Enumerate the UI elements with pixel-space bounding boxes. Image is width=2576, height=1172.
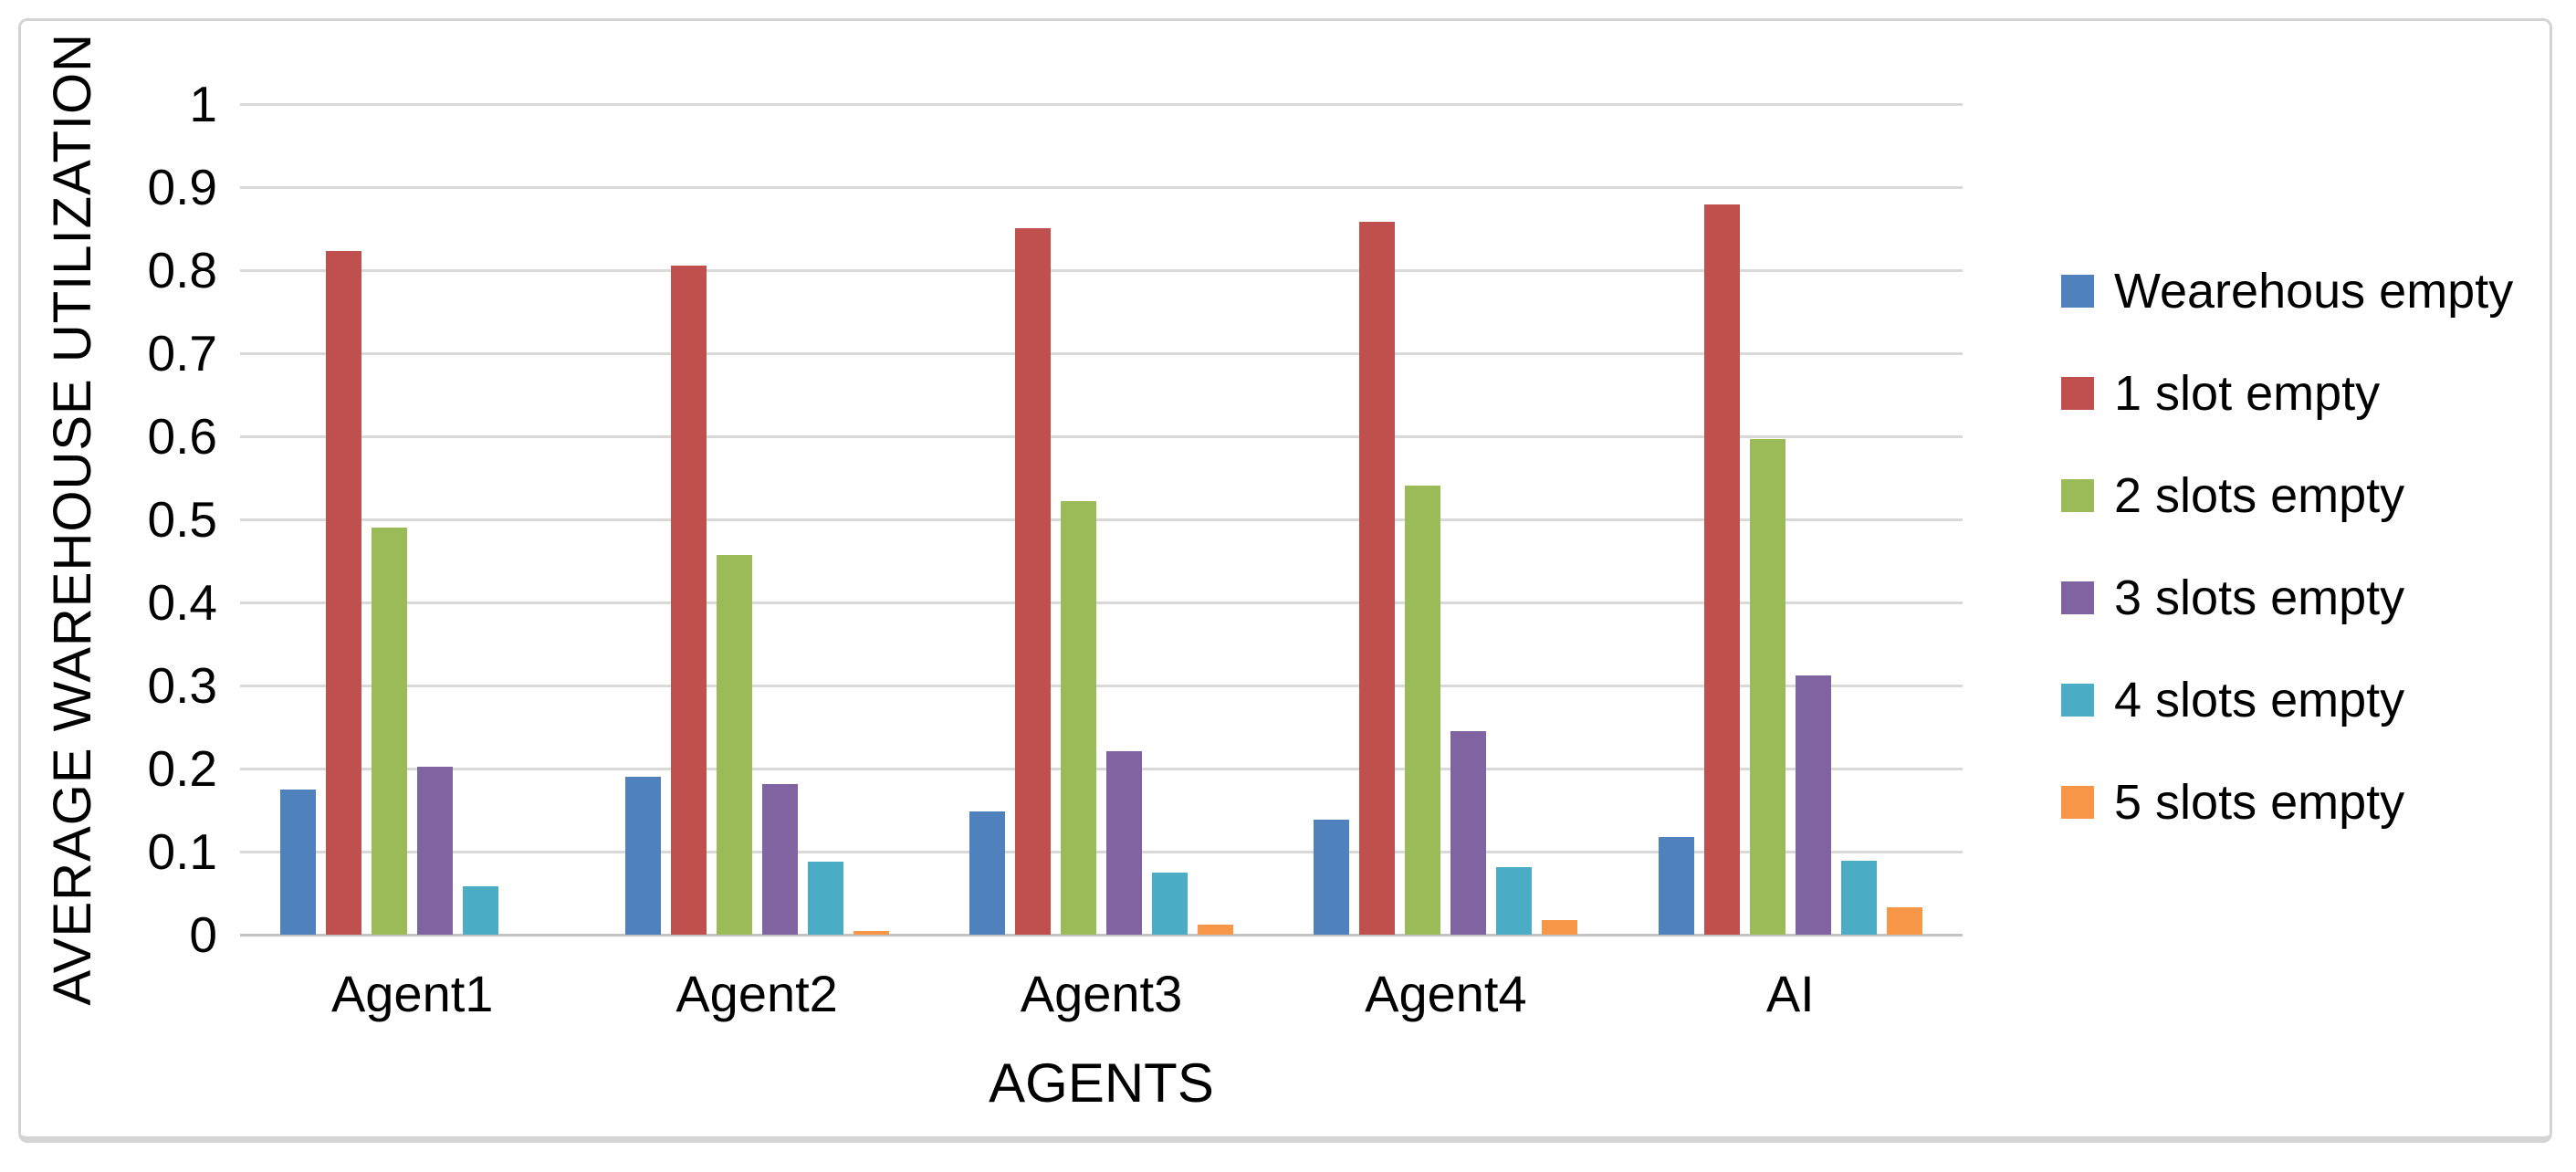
legend: Wearehous empty 1 slot empty 2 slots empty… (2061, 264, 2536, 877)
gridline (240, 685, 1963, 687)
legend-item-4-slots-empty: 4 slots empty (2061, 673, 2536, 727)
legend-swatch-icon (2061, 581, 2094, 614)
bar-group-agent3 (929, 104, 1273, 935)
legend-label: 4 slots empty (2114, 673, 2405, 727)
legend-label: 1 slot empty (2114, 366, 2381, 421)
gridline (240, 103, 1963, 106)
bar-group-agent1 (240, 104, 584, 935)
bar-agent3-5-slots-empty (1197, 925, 1233, 935)
bar-agent4-5-slots-empty (1542, 920, 1578, 935)
y-tick-label: 0.1 (147, 823, 217, 880)
gridline (240, 352, 1963, 355)
legend-swatch-icon (2061, 684, 2094, 717)
bar-agent3-2-slots-empty (1060, 501, 1096, 935)
bar-ai-1-slot-empty (1703, 204, 1740, 935)
bar-ai-5-slots-empty (1886, 907, 1922, 935)
x-category-label-ai: AI (1765, 965, 1815, 1022)
legend-item-wearehous-empty: Wearehous empty (2061, 264, 2536, 319)
bar-group-ai (1618, 104, 1963, 935)
gridline (240, 269, 1963, 272)
x-axis-line (240, 934, 1963, 937)
y-tick-label: 0 (189, 906, 217, 963)
gridline (240, 435, 1963, 438)
x-axis-title-text: AGENTS (989, 1052, 1214, 1114)
legend-label: 3 slots empty (2114, 570, 2405, 625)
bar-agent1-wearehous-empty (280, 790, 317, 935)
bar-group-agent4 (1273, 104, 1618, 935)
bar-agent3-wearehous-empty (969, 811, 1005, 935)
y-tick-label: 0.4 (147, 574, 217, 631)
x-category-label-agent1: Agent1 (330, 965, 494, 1022)
bar-agent2-wearehous-empty (624, 777, 661, 935)
bar-ai-3-slots-empty (1795, 675, 1831, 935)
bar-agent1-2-slots-empty (372, 528, 408, 935)
bar-group-agent2 (584, 104, 928, 935)
legend-label: 5 slots empty (2114, 775, 2405, 830)
bar-agent2-4-slots-empty (807, 862, 843, 935)
gridline (240, 768, 1963, 770)
x-category-label-agent4: Agent4 (1365, 965, 1527, 1022)
y-tick-label: 0.5 (147, 491, 217, 548)
legend-swatch-icon (2061, 275, 2094, 308)
y-tick-label: 0.6 (147, 408, 217, 465)
legend-swatch-icon (2061, 479, 2094, 512)
bar-agent3-4-slots-empty (1151, 873, 1188, 935)
gridline (240, 851, 1963, 853)
legend-item-2-slots-empty: 2 slots empty (2061, 468, 2536, 523)
bar-agent4-4-slots-empty (1496, 867, 1533, 935)
y-tick-label: 0.9 (147, 159, 217, 215)
chart-frame (18, 18, 2552, 1143)
bar-agent4-1-slot-empty (1359, 222, 1396, 935)
legend-swatch-icon (2061, 377, 2094, 410)
gridline (240, 186, 1963, 189)
gridline (240, 602, 1963, 604)
bar-agent2-5-slots-empty (853, 931, 889, 935)
bar-agent2-3-slots-empty (761, 784, 798, 935)
legend-item-5-slots-empty: 5 slots empty (2061, 775, 2536, 830)
x-category-label-agent2: Agent2 (675, 965, 838, 1022)
bar-ai-4-slots-empty (1840, 861, 1877, 935)
legend-label: Wearehous empty (2114, 264, 2514, 319)
legend-label: 2 slots empty (2114, 468, 2405, 523)
y-tick-label: 0.3 (147, 657, 217, 714)
bar-agent3-1-slot-empty (1014, 228, 1051, 935)
bar-agent4-3-slots-empty (1450, 731, 1487, 935)
bar-agent3-3-slots-empty (1105, 751, 1142, 935)
bar-agent1-3-slots-empty (417, 767, 454, 935)
x-axis-title: AGENTS (240, 1052, 1963, 1114)
bar-agent1-4-slots-empty (463, 886, 499, 935)
bar-agent2-1-slot-empty (670, 266, 707, 935)
x-category-label-agent3: Agent3 (1020, 965, 1183, 1022)
plot-area (240, 103, 1963, 937)
bar-agent1-1-slot-empty (326, 251, 362, 935)
bar-ai-wearehous-empty (1658, 837, 1694, 935)
gridline (240, 518, 1963, 521)
y-tick-label: 0.2 (147, 740, 217, 797)
bar-agent4-2-slots-empty (1405, 486, 1441, 935)
y-tick-label: 0.7 (147, 325, 217, 382)
legend-swatch-icon (2061, 786, 2094, 819)
bar-ai-2-slots-empty (1749, 439, 1785, 935)
legend-item-1-slot-empty: 1 slot empty (2061, 366, 2536, 421)
y-tick-label: 0.8 (147, 242, 217, 298)
bar-agent2-2-slots-empty (716, 555, 752, 935)
bar-agent4-wearehous-empty (1314, 820, 1350, 935)
y-tick-label: 1 (189, 76, 217, 132)
legend-item-3-slots-empty: 3 slots empty (2061, 570, 2536, 625)
